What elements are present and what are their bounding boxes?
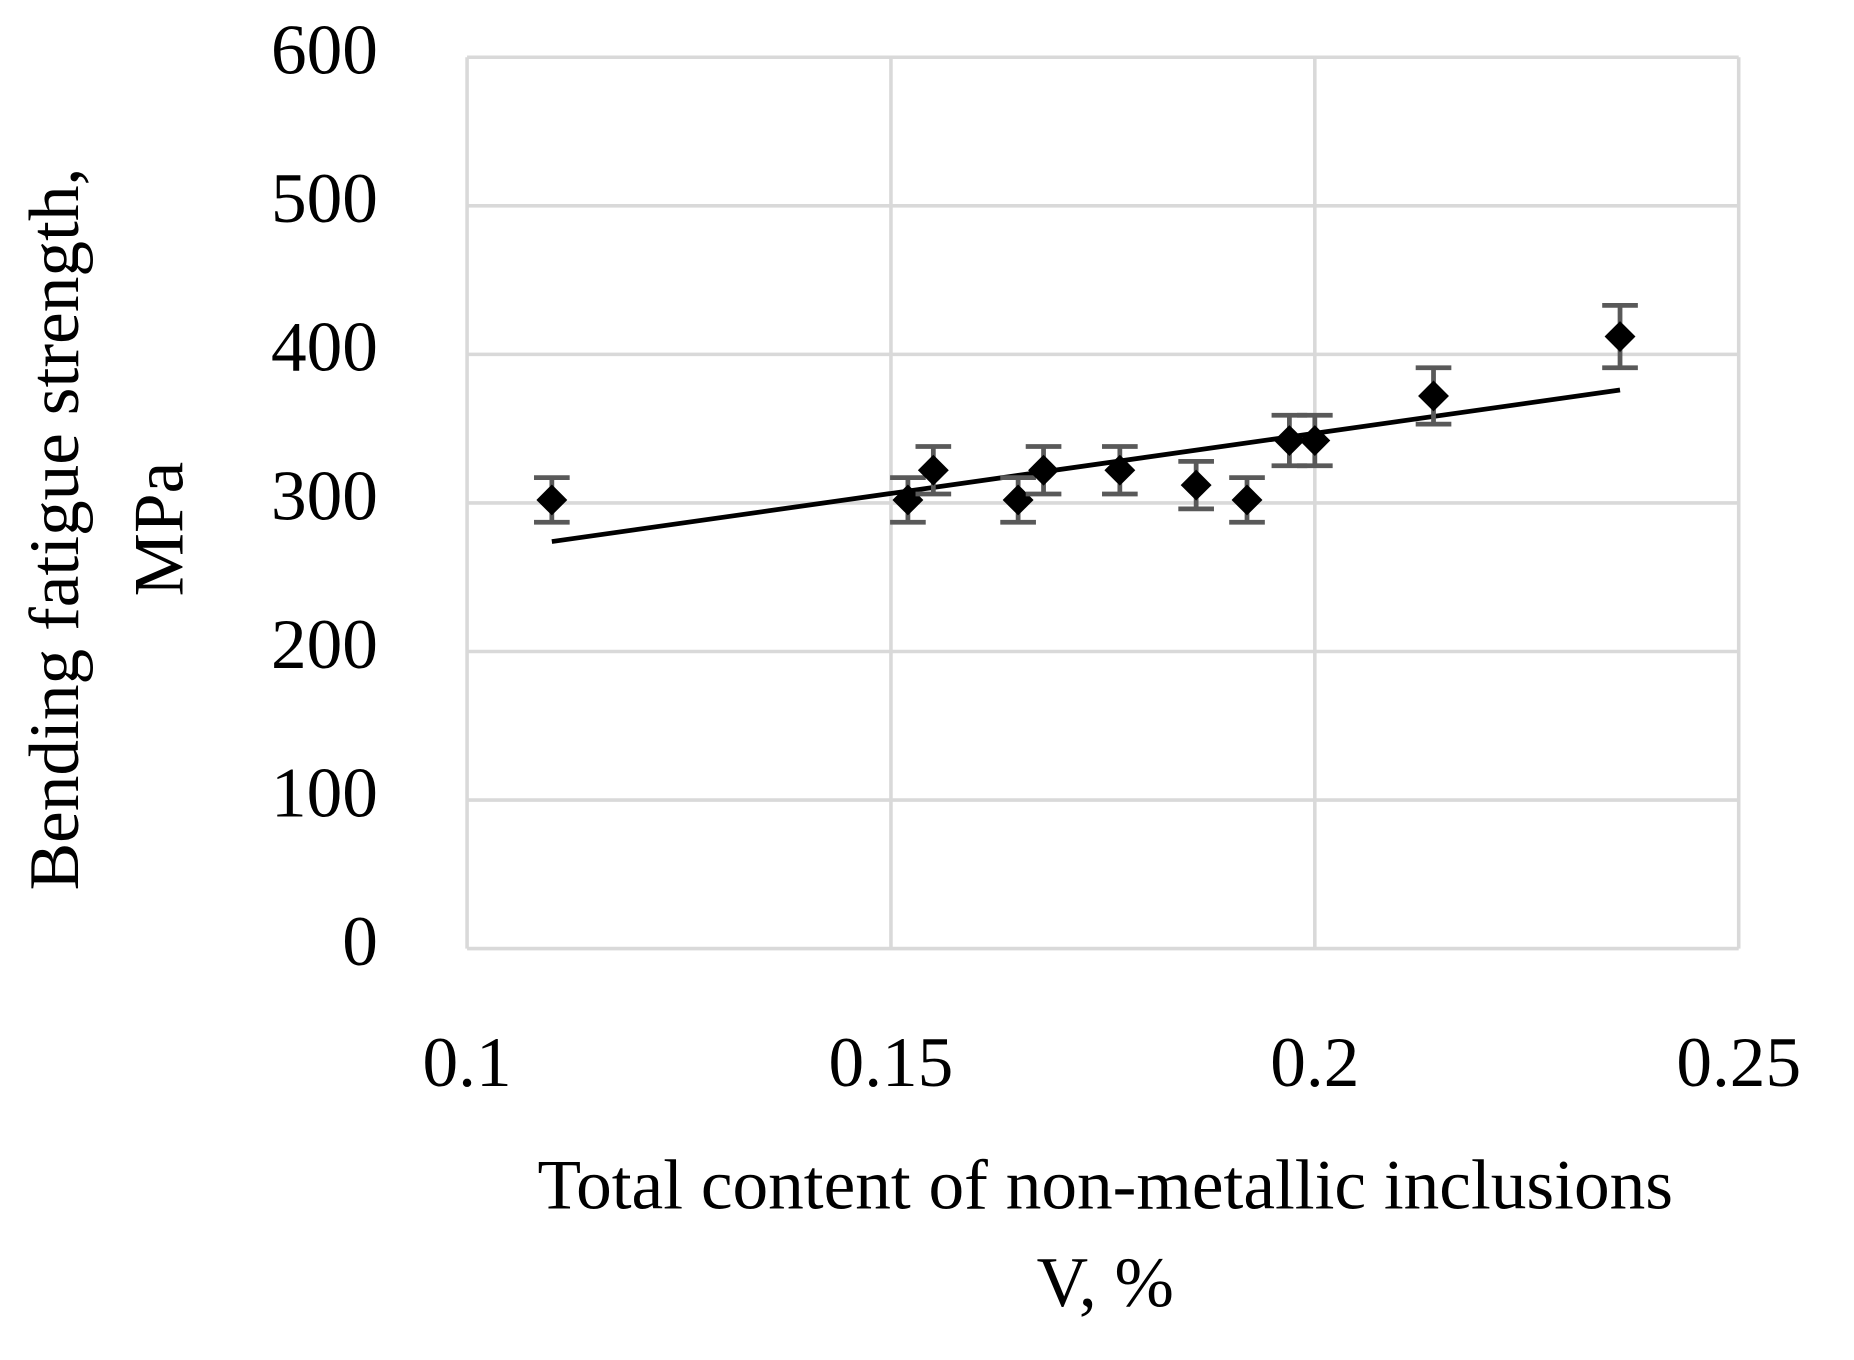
marker bbox=[1604, 321, 1636, 352]
marker bbox=[536, 484, 568, 516]
trendline bbox=[551, 387, 1621, 544]
marker bbox=[917, 454, 949, 486]
y-axis-label: MPa bbox=[120, 462, 199, 597]
x-tick-label: 0.2 bbox=[1270, 1023, 1359, 1102]
y-tick-label: 200 bbox=[271, 605, 378, 684]
marker bbox=[1299, 425, 1331, 456]
marker bbox=[1231, 484, 1263, 516]
marker bbox=[1002, 484, 1034, 516]
x-axis-label: Total content of non-metallic inclusions bbox=[538, 1146, 1674, 1225]
y-axis-label: Bending fatigue strength, bbox=[15, 168, 94, 891]
marker bbox=[1180, 469, 1212, 501]
y-tick-label: 400 bbox=[271, 308, 378, 387]
x-tick-label: 0.25 bbox=[1676, 1023, 1801, 1102]
x-tick-label: 0.15 bbox=[829, 1023, 954, 1102]
y-tick-label: 600 bbox=[271, 11, 378, 90]
marker bbox=[1028, 454, 1059, 486]
x-tick-label: 0.1 bbox=[423, 1023, 512, 1102]
y-tick-label: 500 bbox=[271, 159, 378, 238]
y-tick-label: 0 bbox=[342, 902, 378, 981]
x-axis-label: V, % bbox=[1037, 1243, 1174, 1322]
marker bbox=[1273, 425, 1305, 456]
marker bbox=[1418, 380, 1449, 412]
y-tick-label: 100 bbox=[271, 753, 378, 832]
y-tick-label: 300 bbox=[271, 456, 378, 535]
